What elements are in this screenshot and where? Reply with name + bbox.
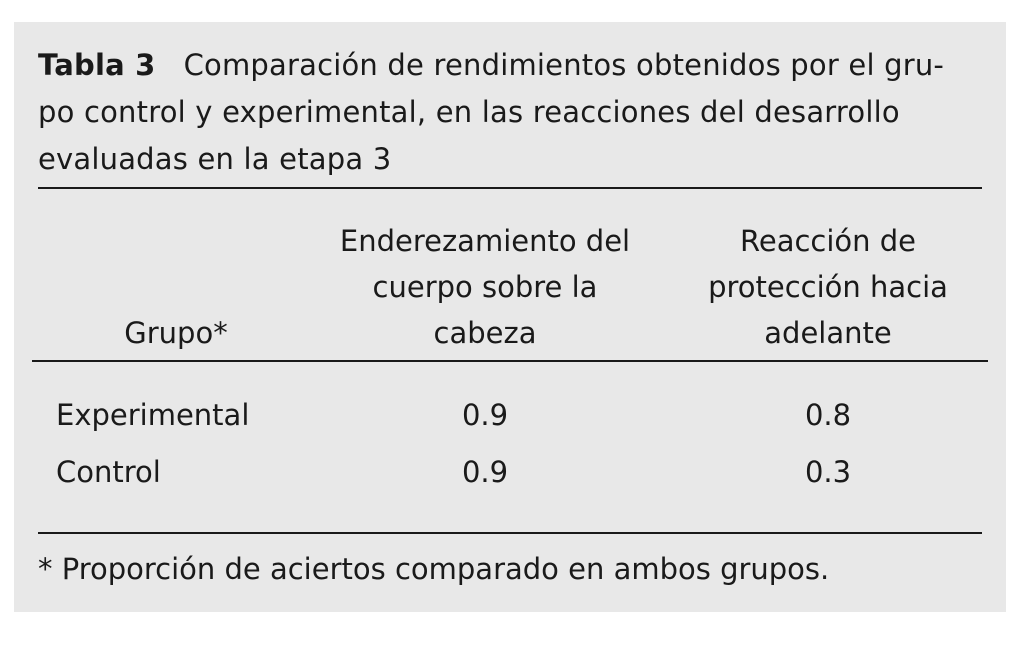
column-header-enderezamiento-line-2: cuerpo sobre la	[372, 270, 598, 304]
header-rule	[32, 360, 988, 362]
table-footnote: * Proporción de aciertos comparado en am…	[38, 552, 830, 586]
caption-line-2: po control y experimental, en las reacci…	[38, 95, 900, 129]
caption-line-3: evaluadas en la etapa 3	[38, 142, 392, 176]
column-header-proteccion-line-1: Reacción de	[740, 224, 916, 258]
top-rule	[38, 187, 982, 189]
table-label: Tabla 3	[38, 48, 156, 82]
bottom-rule	[38, 532, 982, 534]
column-header-grupo-line-1: Grupo*	[124, 316, 228, 350]
table-panel	[14, 22, 1006, 612]
caption-line-1: Tabla 3 Comparación de rendimientos obten…	[38, 42, 988, 89]
column-header-enderezamiento-line-1: Enderezamiento del	[339, 224, 631, 258]
column-header-enderezamiento-line-3: cabeza	[433, 316, 537, 350]
column-header-enderezamiento: Enderezamiento del cuerpo sobre la cabez…	[315, 218, 655, 356]
row-experimental-group: Experimental	[56, 398, 250, 432]
row-control-group: Control	[56, 455, 161, 489]
column-header-proteccion-line-3: adelante	[764, 316, 892, 350]
column-header-proteccion-line-2: protección hacia	[708, 270, 948, 304]
table-caption: Tabla 3 Comparación de rendimientos obten…	[38, 42, 988, 183]
row-control-enderezamiento: 0.9	[461, 455, 509, 489]
row-experimental-proteccion: 0.8	[804, 398, 852, 432]
caption-line-1-text: Comparación de rendimientos obtenidos po…	[183, 48, 945, 82]
column-header-grupo: Grupo*	[96, 310, 256, 356]
column-header-proteccion: Reacción de protección hacia adelante	[678, 218, 978, 356]
row-control-proteccion: 0.3	[804, 455, 852, 489]
row-experimental-enderezamiento: 0.9	[461, 398, 509, 432]
